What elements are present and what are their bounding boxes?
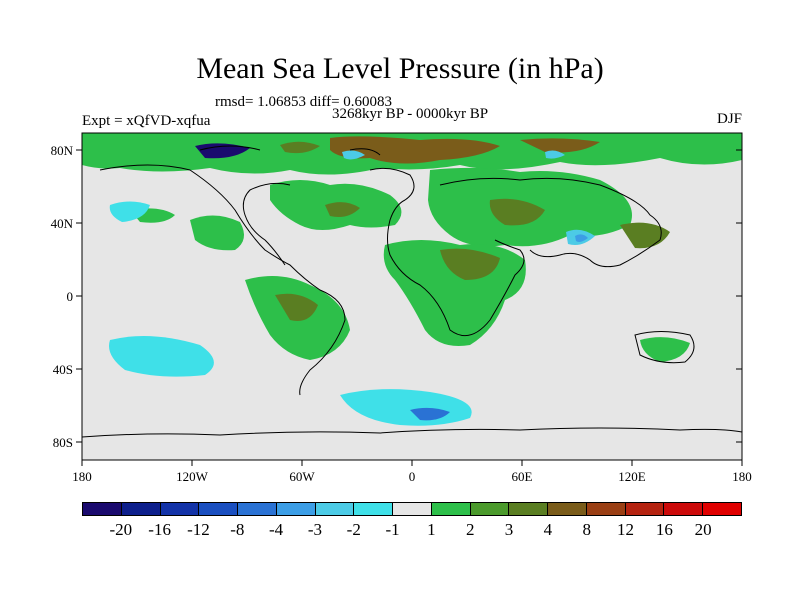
season-label: DJF bbox=[716, 111, 742, 127]
colorbar-label: -4 bbox=[269, 520, 284, 539]
colorbar-label: -20 bbox=[109, 520, 133, 539]
lat-tick-40n: 40N bbox=[51, 216, 74, 231]
colorbar-label: 1 bbox=[427, 520, 436, 539]
lon-tick-120e: 120E bbox=[618, 469, 646, 484]
colorbar-swatch bbox=[160, 503, 200, 515]
lon-tick-0: 0 bbox=[409, 469, 416, 484]
colorbar-swatch bbox=[276, 503, 316, 515]
colorbar-label: 4 bbox=[543, 520, 553, 539]
stats-line: rmsd= 1.06853 diff= 0.60083 bbox=[215, 94, 393, 110]
colorbar-label: -2 bbox=[346, 520, 361, 539]
colorbar-label: 2 bbox=[465, 520, 475, 539]
lon-tick-180e: 180 bbox=[732, 469, 752, 484]
lon-tick-60w: 60W bbox=[289, 469, 315, 484]
colorbar bbox=[82, 502, 742, 516]
colorbar-swatch bbox=[199, 503, 239, 515]
colorbar-swatch bbox=[664, 503, 704, 515]
colorbar-swatch bbox=[509, 503, 549, 515]
colorbar-label: 12 bbox=[617, 520, 635, 539]
colorbar-swatch bbox=[625, 503, 665, 515]
experiment-label: Expt = xQfVD-xqfua bbox=[82, 113, 211, 129]
lat-axis bbox=[76, 149, 742, 443]
lon-tick-120w: 120W bbox=[176, 469, 209, 484]
colorbar-label: 16 bbox=[655, 520, 673, 539]
colorbar-swatch bbox=[354, 503, 394, 515]
colorbar-swatch bbox=[548, 503, 587, 515]
colorbar-label: 8 bbox=[582, 520, 591, 539]
period-line: 3268kyr BP - 0000kyr BP bbox=[331, 106, 489, 122]
colorbar-label: 20 bbox=[694, 520, 712, 539]
colorbar-swatch bbox=[121, 503, 161, 515]
colorbar-label: 3 bbox=[504, 520, 514, 539]
colorbar-label: -8 bbox=[230, 520, 245, 539]
colorbar-swatch bbox=[586, 503, 626, 515]
colorbar-swatch bbox=[238, 503, 277, 515]
colorbar-swatch bbox=[393, 503, 432, 515]
colorbar-label: -3 bbox=[307, 520, 323, 539]
lat-tick-80s: 80S bbox=[53, 435, 73, 450]
colorbar-swatch bbox=[703, 503, 742, 515]
colorbar-swatch bbox=[83, 503, 122, 515]
colorbar-label: -1 bbox=[385, 520, 400, 539]
colorbar-swatch bbox=[431, 503, 471, 515]
colorbar-labels: -20 -16 -12 -8 -4 -3 -2 -1 1 2 3 4 8 12 16 20 bbox=[0, 520, 800, 540]
chart-title: Mean Sea Level Pressure (in hPa) bbox=[196, 52, 604, 85]
colorbar-swatch bbox=[315, 503, 355, 515]
lon-tick-180w: 180 bbox=[72, 469, 92, 484]
lon-tick-60e: 60E bbox=[512, 469, 533, 484]
lat-tick-0: 0 bbox=[67, 289, 74, 304]
lat-tick-80n: 80N bbox=[51, 143, 74, 158]
colorbar-label: -16 bbox=[148, 520, 171, 539]
map-field bbox=[82, 133, 742, 460]
colorbar-label: -12 bbox=[187, 520, 210, 539]
lon-axis bbox=[81, 460, 743, 466]
lat-tick-40s: 40S bbox=[53, 362, 73, 377]
colorbar-swatch bbox=[470, 503, 510, 515]
